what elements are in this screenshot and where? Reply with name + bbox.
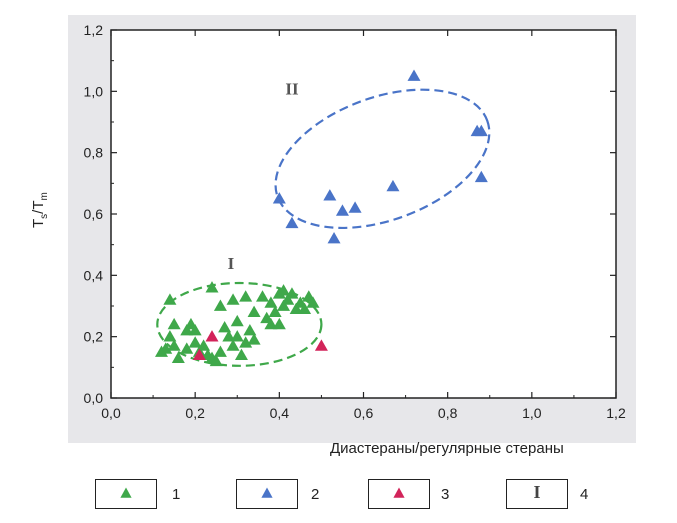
data-point — [298, 302, 312, 314]
series-3 — [192, 330, 328, 360]
cluster-ellipse-2 — [274, 88, 491, 230]
data-point — [281, 293, 295, 305]
legend-box-2 — [236, 479, 298, 509]
data-point — [264, 317, 278, 330]
data-point — [386, 179, 400, 192]
blue-triangle-icon — [261, 487, 273, 498]
data-point — [239, 290, 253, 302]
data-point — [205, 330, 219, 342]
red-triangle-icon — [393, 487, 405, 498]
x-axis-label: Диастераны/регулярные стераны — [330, 440, 564, 457]
data-point — [213, 299, 227, 311]
y-axis-label: Ts/Tm — [30, 192, 50, 228]
data-point — [205, 281, 219, 293]
legend-box-1 — [95, 479, 157, 509]
data-point — [264, 296, 278, 308]
data-point — [230, 330, 244, 342]
data-point — [256, 290, 269, 302]
data-point — [268, 305, 282, 318]
data-point — [167, 317, 181, 330]
data-point — [197, 339, 211, 351]
data-point — [180, 324, 194, 336]
data-point — [188, 336, 202, 348]
cluster-label-1: I — [228, 254, 235, 273]
y-tick-label: 1,2 — [84, 22, 104, 38]
cluster-label-2: II — [285, 79, 299, 98]
series-1 — [155, 281, 320, 367]
data-point — [277, 299, 291, 311]
legend-marker — [120, 487, 132, 498]
y-tick-label: 0,2 — [84, 329, 104, 345]
data-point — [289, 302, 303, 314]
x-tick-label: 0,6 — [354, 405, 374, 421]
data-point — [285, 287, 299, 299]
x-tick-label: 1,0 — [522, 405, 542, 421]
data-point — [213, 345, 227, 357]
cluster-ellipses: III — [156, 79, 491, 367]
data-point — [163, 293, 177, 305]
data-points — [155, 69, 488, 367]
data-point — [192, 348, 206, 360]
data-point — [234, 348, 248, 360]
legend-marker — [261, 487, 273, 498]
data-point — [159, 342, 173, 354]
legend-box-4: I — [506, 479, 568, 509]
data-point — [272, 317, 286, 330]
data-point — [474, 124, 488, 137]
data-point — [188, 324, 202, 336]
x-tick-label: 0,4 — [270, 405, 290, 421]
x-tick-label: 1,2 — [606, 405, 626, 421]
data-point — [163, 330, 177, 342]
y-tick-label: 1,0 — [84, 83, 104, 99]
data-point — [277, 284, 291, 296]
data-point — [285, 216, 299, 229]
data-point — [243, 324, 257, 336]
y-tick-label: 0,4 — [84, 267, 104, 283]
data-point — [218, 320, 232, 333]
legend-label-4: 4 — [580, 486, 589, 503]
green-triangle-icon — [120, 487, 132, 498]
cluster-ellipse-1 — [156, 281, 323, 367]
y-tick-label: 0,6 — [84, 206, 104, 222]
data-point — [314, 339, 328, 351]
y-tick-label: 0,8 — [84, 145, 104, 161]
x-tick-label: 0,0 — [101, 405, 121, 421]
y-tick-label: 0,0 — [84, 390, 104, 406]
data-point — [247, 333, 261, 345]
data-point — [171, 351, 185, 364]
data-point — [323, 189, 337, 201]
data-point — [167, 339, 181, 351]
data-point — [348, 201, 362, 213]
data-point — [239, 336, 253, 348]
roman-numeral-icon: I — [533, 482, 541, 502]
data-point — [474, 170, 488, 183]
data-point — [209, 354, 223, 367]
data-point — [180, 342, 194, 354]
data-point — [335, 204, 349, 216]
x-tick-label: 0,2 — [185, 405, 205, 421]
series-2 — [272, 69, 488, 244]
data-point — [230, 314, 244, 327]
legend-label-2: 2 — [311, 486, 320, 503]
legend-label-3: 3 — [441, 486, 450, 503]
data-point — [222, 330, 236, 342]
data-point — [226, 293, 240, 305]
legend-marker — [393, 487, 405, 498]
x-tick-label: 0,8 — [438, 405, 458, 421]
data-point — [226, 339, 240, 351]
legend-box-3 — [368, 479, 430, 509]
data-point — [247, 305, 261, 318]
legend-label-1: 1 — [172, 486, 181, 503]
data-point — [327, 232, 341, 244]
data-point — [272, 192, 286, 204]
data-point — [407, 69, 421, 81]
tick-labels: 0,00,0 0,2 0,2 0,4 0,4 0,6 0,6 0,8 0,8 1,0 1,0 1,2 1… — [84, 22, 626, 421]
data-point — [306, 296, 320, 308]
